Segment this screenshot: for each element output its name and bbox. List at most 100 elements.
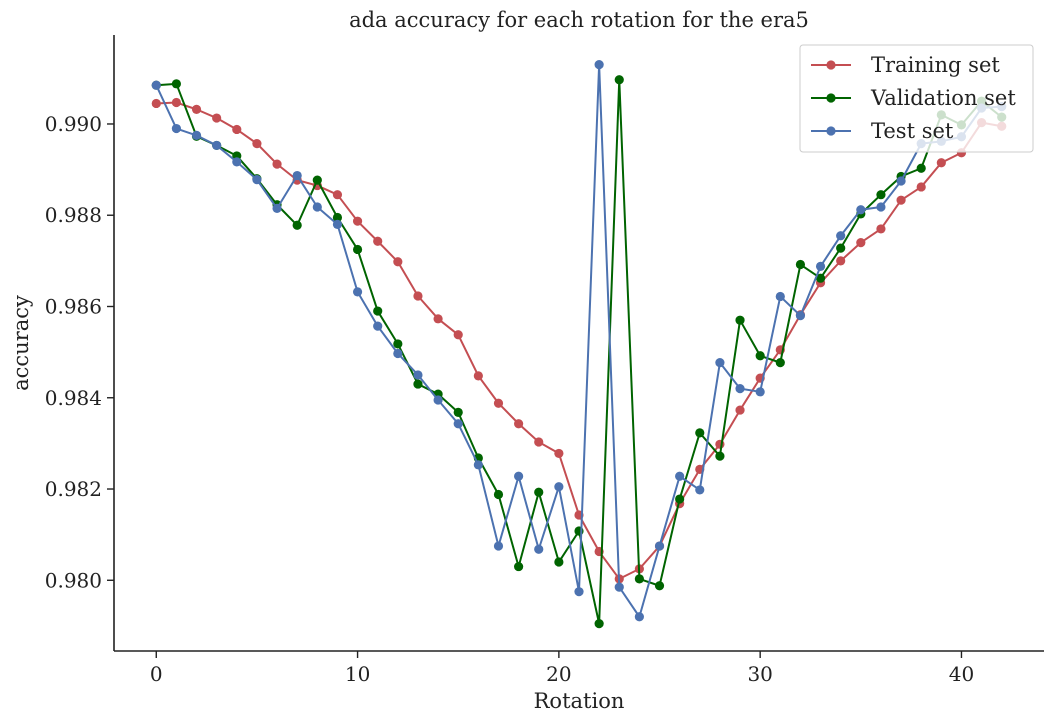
data-point — [332, 219, 343, 229]
data-point — [856, 238, 866, 248]
data-point — [795, 311, 806, 321]
data-point — [393, 339, 403, 349]
data-point — [554, 482, 564, 492]
chart-title: ada accuracy for each rotation for the e… — [349, 8, 809, 32]
legend-label: Training set — [871, 53, 1000, 77]
data-point — [473, 371, 483, 381]
data-point — [292, 220, 302, 230]
data-point — [755, 351, 765, 361]
data-point — [554, 557, 564, 567]
data-point — [715, 451, 725, 461]
data-point — [594, 619, 604, 629]
data-point — [373, 236, 383, 246]
legend-item: Validation set — [811, 86, 1016, 110]
data-point — [675, 494, 685, 504]
data-point — [534, 437, 544, 447]
series-validation-set — [151, 75, 1007, 629]
data-point — [312, 175, 322, 185]
data-point — [453, 419, 463, 429]
data-point — [856, 205, 866, 215]
data-point — [514, 561, 524, 572]
data-point — [634, 574, 644, 584]
data-point — [272, 203, 282, 213]
data-point — [212, 113, 222, 123]
data-point — [292, 170, 302, 181]
y-tick-label: 0.982 — [45, 477, 102, 501]
data-point — [332, 190, 343, 200]
y-ticks: 0.980 0.982 0.984 0.986 0.988 0.990 — [45, 112, 114, 592]
data-point — [413, 379, 423, 389]
y-axis-label: accuracy — [9, 295, 33, 391]
data-point — [352, 216, 363, 226]
data-point — [232, 124, 242, 135]
data-point — [473, 460, 483, 470]
data-point — [191, 104, 202, 114]
data-point — [413, 370, 423, 380]
data-point — [514, 419, 524, 429]
series-training-set — [151, 97, 1007, 584]
data-point — [916, 182, 926, 192]
data-point — [836, 256, 846, 266]
data-point — [614, 75, 624, 85]
data-point — [695, 428, 705, 438]
data-point — [775, 291, 785, 302]
x-tick-label: 0 — [150, 662, 163, 686]
x-tick-label: 20 — [546, 662, 571, 686]
y-tick-label: 0.990 — [45, 112, 102, 136]
axes — [113, 35, 1044, 652]
data-point — [876, 202, 886, 212]
data-point — [836, 231, 846, 241]
data-point — [634, 612, 644, 622]
data-point — [534, 487, 544, 497]
data-point — [272, 159, 282, 169]
data-point — [312, 202, 322, 212]
data-point — [735, 405, 745, 415]
x-axis-label: Rotation — [534, 689, 625, 713]
data-point — [232, 157, 242, 167]
data-point — [876, 224, 886, 234]
y-tick-label: 0.988 — [45, 203, 102, 227]
data-point — [373, 321, 383, 331]
legend-box — [799, 44, 1034, 153]
x-tick-label: 30 — [747, 662, 772, 686]
data-point — [554, 448, 564, 459]
data-point — [433, 395, 443, 405]
data-point — [252, 138, 262, 149]
data-point — [493, 398, 504, 408]
data-point — [654, 581, 665, 591]
data-point — [453, 407, 463, 417]
data-point — [695, 485, 705, 495]
data-point — [151, 98, 161, 109]
data-point — [171, 79, 182, 89]
x-tick-label: 10 — [345, 662, 370, 686]
data-point — [151, 80, 161, 90]
data-point — [493, 541, 504, 551]
legend-label: Validation set — [870, 86, 1016, 110]
data-point — [373, 306, 383, 316]
data-point — [795, 259, 806, 270]
data-point — [352, 287, 363, 297]
data-point — [715, 358, 725, 368]
data-point — [252, 175, 262, 185]
legend-swatch-marker — [826, 93, 836, 103]
data-point — [836, 243, 846, 253]
y-tick-label: 0.986 — [45, 294, 102, 318]
legend-label: Test set — [871, 119, 954, 143]
data-point — [191, 130, 202, 140]
data-point — [614, 582, 624, 592]
data-point — [896, 195, 906, 205]
data-point — [574, 587, 584, 597]
data-point — [332, 212, 343, 223]
data-point — [413, 291, 423, 301]
series-line — [156, 78, 1003, 625]
x-ticks: 0 10 20 30 40 — [150, 651, 974, 686]
data-point — [171, 123, 182, 134]
data-point — [896, 176, 906, 186]
data-point — [815, 261, 826, 271]
x-tick-label: 40 — [949, 662, 974, 686]
data-point — [735, 315, 745, 325]
y-tick-label: 0.984 — [45, 386, 102, 410]
data-point — [453, 330, 463, 340]
data-point — [493, 489, 504, 500]
data-point — [654, 541, 665, 551]
